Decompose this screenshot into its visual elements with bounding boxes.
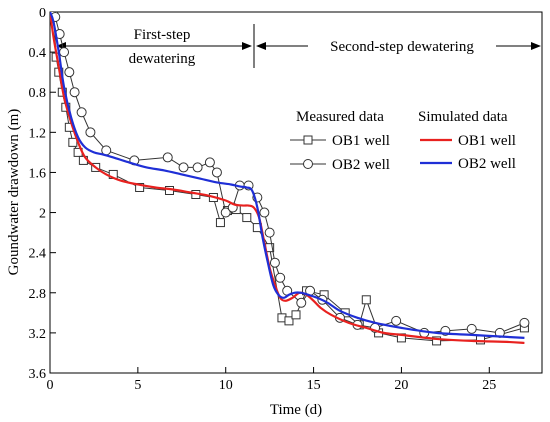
measured-ob2-well-point bbox=[259, 207, 270, 218]
simulated-ob2-well-line bbox=[50, 12, 525, 339]
y-tick-label: 1.2 bbox=[29, 126, 47, 141]
measured-ob2-well-point bbox=[519, 317, 530, 328]
y-tick-label: 3.2 bbox=[29, 327, 47, 342]
y-tick-label: 1.6 bbox=[29, 166, 47, 181]
measured-ob2-well-point bbox=[59, 47, 70, 58]
measured-ob2-well-point bbox=[85, 127, 96, 138]
stage-2-arrowhead-left bbox=[256, 42, 266, 50]
y-axis-title: Goundwater drawdown (m) bbox=[6, 109, 22, 276]
stage-1-arrowhead-right bbox=[242, 42, 252, 50]
legend-measured-ob1-marker bbox=[303, 135, 313, 145]
measured-ob2-well-point bbox=[192, 162, 203, 173]
measured-ob2-well-point bbox=[211, 167, 222, 178]
x-tick-label: 0 bbox=[47, 378, 54, 393]
measured-ob2-well-point bbox=[264, 227, 275, 238]
legend-measured-ob2-marker bbox=[303, 159, 313, 169]
measured-ob2-well-point bbox=[391, 315, 402, 326]
x-tick-label: 15 bbox=[307, 378, 321, 393]
measured-ob2-well-point bbox=[466, 323, 477, 334]
measured-ob2-well-point bbox=[69, 87, 80, 98]
stage-2-label: Second-step dewatering bbox=[330, 39, 474, 55]
measured-ob1-well-point bbox=[284, 316, 294, 326]
x-axis: 0 5 10 15 20 25 bbox=[47, 367, 496, 393]
measured-ob1-well-point bbox=[361, 295, 371, 305]
stage-annotation: First-step dewatering Second-step dewate… bbox=[56, 24, 541, 68]
measured-ob1-well-point bbox=[432, 336, 442, 346]
measured-ob1-well-point bbox=[476, 335, 485, 345]
y-tick-label: 0.4 bbox=[29, 46, 47, 61]
stage-1-label-line1: First-step bbox=[134, 27, 191, 43]
x-tick-label: 5 bbox=[134, 378, 141, 393]
y-tick-label: 0.8 bbox=[29, 86, 47, 101]
plot-frame bbox=[49, 11, 543, 374]
measured-ob2-well-point bbox=[269, 257, 280, 268]
measured-ob2-well-point bbox=[204, 157, 215, 168]
measured-ob1-well-point bbox=[68, 137, 78, 147]
simulated-ob1-well-line bbox=[50, 12, 525, 345]
y-tick-label: 3.6 bbox=[29, 367, 47, 382]
y-tick-label: 2.8 bbox=[29, 287, 47, 302]
x-tick-label: 20 bbox=[394, 378, 408, 393]
y-tick-label: 0 bbox=[39, 6, 46, 21]
stage-2-arrowhead-right bbox=[531, 42, 541, 50]
stage-2-label-bg bbox=[308, 36, 496, 56]
legend: Measured data Simulated data OB1 well OB… bbox=[290, 109, 516, 173]
measured-ob1-well-point bbox=[215, 218, 225, 228]
legend-measured-ob1-label: OB1 well bbox=[332, 133, 390, 149]
stage-1-label-bg bbox=[120, 24, 204, 44]
measured-ob2-well-point bbox=[296, 297, 307, 308]
x-tick-label: 10 bbox=[219, 378, 233, 393]
measured-ob2-well-point bbox=[162, 152, 173, 163]
legend-simulated-title: Simulated data bbox=[418, 109, 508, 125]
legend-measured-title: Measured data bbox=[296, 109, 384, 125]
measured-ob2-well-point bbox=[76, 107, 87, 118]
y-axis: 0 0.4 0.8 1.2 1.6 2 2.4 2.8 3.2 3.6 bbox=[29, 6, 56, 382]
measured-ob1-well-point bbox=[135, 182, 145, 192]
measured-ob2-well-point bbox=[178, 162, 189, 173]
x-axis-title: Time (d) bbox=[270, 402, 322, 418]
legend-simulated-ob1-label: OB1 well bbox=[458, 133, 516, 149]
y-tick-label: 2.4 bbox=[29, 247, 47, 262]
measured-ob2-well-point bbox=[275, 272, 286, 283]
measured-ob2-well-point bbox=[220, 207, 231, 218]
legend-measured-ob2-label: OB2 well bbox=[332, 157, 390, 173]
series-layer bbox=[50, 12, 530, 346]
measured-ob1-well-point bbox=[242, 213, 252, 223]
measured-ob2-well-line bbox=[54, 16, 525, 334]
measured-ob1-well-point bbox=[291, 310, 301, 320]
measured-ob2-well-point bbox=[64, 67, 75, 78]
stage-1-label-line2: dewatering bbox=[129, 51, 196, 67]
y-tick-label: 2 bbox=[39, 207, 46, 222]
x-tick-label: 25 bbox=[482, 378, 496, 393]
legend-simulated-ob2-label: OB2 well bbox=[458, 156, 516, 172]
